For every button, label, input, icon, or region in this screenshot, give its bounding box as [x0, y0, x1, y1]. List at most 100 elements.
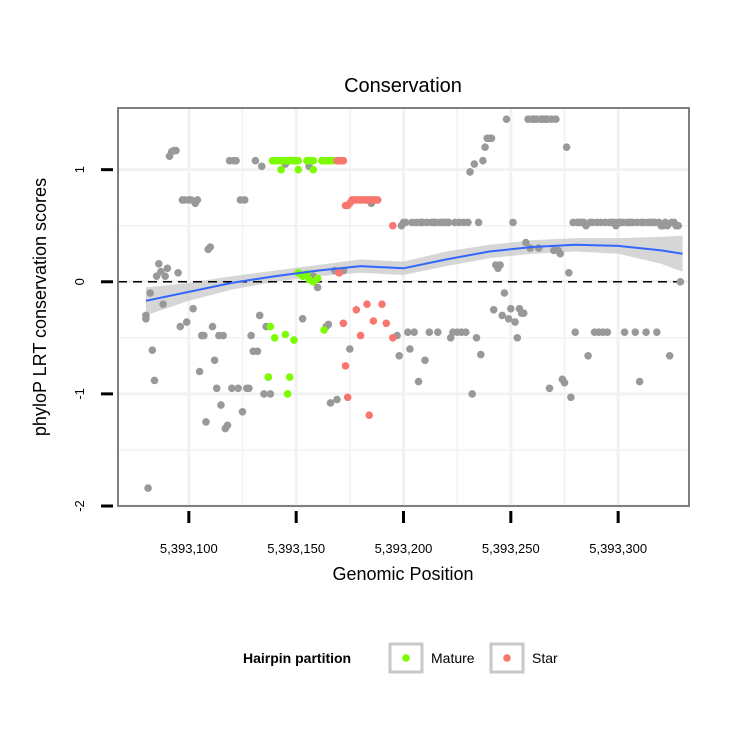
data-point-none — [253, 347, 262, 356]
data-point-none — [444, 218, 453, 227]
data-point-none — [266, 390, 275, 398]
data-point-none — [174, 269, 182, 277]
data-point-none — [620, 328, 629, 337]
data-point-none — [142, 315, 150, 323]
data-point-none — [565, 269, 573, 277]
data-point-none — [189, 304, 197, 313]
data-point-none — [326, 399, 335, 407]
data-point-none — [255, 311, 264, 320]
data-point-mature — [281, 330, 290, 339]
data-point-star — [382, 319, 391, 328]
data-point-none — [245, 384, 253, 393]
data-point-none — [470, 160, 479, 168]
x-tick-label: 5,393,150 — [267, 541, 325, 556]
data-point-star — [343, 393, 352, 402]
data-point-none — [193, 196, 202, 204]
data-point-none — [182, 318, 191, 326]
data-point-mature — [266, 322, 275, 331]
legend: Hairpin partition Mature Star — [243, 642, 558, 674]
data-point-star — [369, 317, 378, 325]
data-point-none — [534, 244, 543, 252]
data-point-mature — [270, 334, 279, 342]
data-point-none — [562, 143, 571, 151]
legend-entries: Mature Star — [388, 642, 558, 674]
data-point-none — [232, 156, 240, 165]
data-point-none — [498, 311, 507, 320]
data-point-none — [522, 238, 530, 247]
data-point-star — [335, 269, 343, 277]
data-point-none — [404, 328, 412, 337]
data-point-none — [195, 367, 204, 376]
data-point-none — [163, 264, 172, 273]
data-point-mature — [264, 373, 273, 381]
data-point-none — [406, 345, 414, 353]
data-point-none — [560, 378, 569, 387]
data-point-star — [339, 319, 348, 328]
data-point-star — [363, 300, 371, 309]
data-point-star — [373, 196, 382, 204]
data-point-none — [567, 393, 575, 402]
data-point-none — [489, 306, 498, 314]
data-point-star — [339, 156, 348, 165]
legend-label-mature: Mature — [431, 650, 475, 666]
y-tick-label: 0 — [72, 278, 87, 285]
data-point-none — [474, 218, 483, 227]
data-point-none — [172, 146, 180, 155]
data-point-none — [212, 384, 221, 393]
data-point-none — [472, 334, 481, 342]
x-axis-title: Genomic Position — [332, 564, 473, 584]
data-point-none — [210, 356, 219, 365]
data-point-star — [389, 334, 397, 342]
data-point-none — [477, 350, 485, 359]
data-point-mature — [285, 373, 294, 381]
data-point-star — [356, 331, 365, 340]
data-point-none — [502, 115, 511, 123]
y-axis-title: phyloP LRT conservation scores — [30, 178, 50, 436]
data-point-none — [481, 143, 489, 151]
legend-key-dot-mature — [402, 654, 410, 662]
data-point-none — [161, 272, 169, 281]
data-point-none — [462, 328, 470, 337]
data-point-none — [507, 304, 515, 313]
data-point-none — [228, 384, 236, 393]
data-point-none — [556, 249, 564, 258]
data-point-none — [511, 318, 519, 326]
data-point-none — [468, 390, 477, 398]
data-point-none — [148, 346, 157, 355]
data-point-none — [247, 331, 255, 340]
y-tick-label: 1 — [72, 166, 87, 173]
data-point-mature — [294, 156, 303, 165]
data-point-none — [200, 331, 208, 340]
data-point-none — [642, 328, 650, 337]
data-point-mature — [313, 274, 322, 283]
data-point-none — [202, 418, 210, 426]
data-point-none — [146, 289, 154, 297]
axes-group: 5,393,100 5,393,150 5,393,200 5,393,250 5,39… — [72, 166, 647, 556]
data-point-none — [410, 328, 419, 337]
data-point-none — [631, 328, 640, 337]
data-point-none — [496, 261, 504, 269]
data-point-none — [298, 315, 307, 323]
data-point-mature — [283, 390, 292, 398]
data-point-none — [519, 309, 528, 318]
data-point-none — [464, 218, 472, 227]
data-point-none — [238, 408, 247, 416]
data-point-none — [223, 421, 232, 430]
data-point-star — [378, 300, 386, 309]
data-point-none — [571, 328, 579, 337]
legend-key-dot-star — [503, 654, 511, 662]
data-point-none — [395, 352, 404, 360]
data-point-none — [552, 115, 560, 123]
data-point-none — [674, 221, 683, 230]
data-point-none — [217, 401, 225, 409]
x-tick-label: 5,393,250 — [482, 541, 540, 556]
data-point-none — [206, 243, 215, 251]
data-point-none — [545, 384, 554, 393]
data-point-none — [425, 328, 434, 337]
data-point-none — [219, 331, 227, 340]
data-point-none — [414, 377, 423, 386]
data-point-none — [333, 395, 341, 404]
data-point-none — [234, 384, 242, 393]
data-point-none — [500, 289, 509, 297]
